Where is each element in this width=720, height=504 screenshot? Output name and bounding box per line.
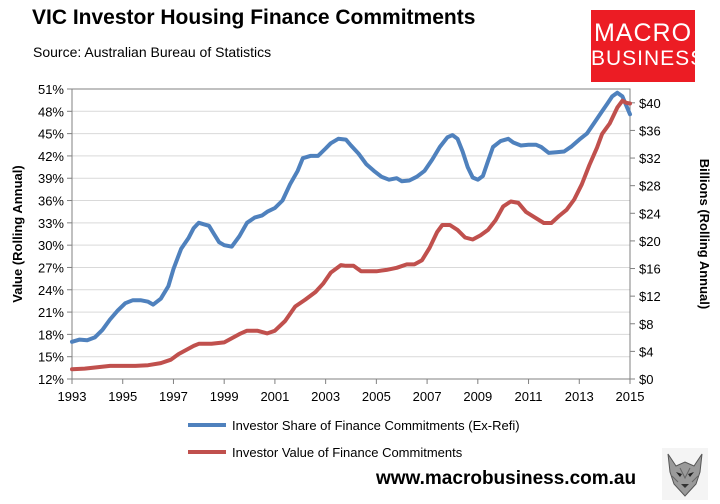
series-lines: [70, 90, 632, 372]
y-axis-right: $0 $4 $8 $12 $16 $20 $24 $28 $32 $36 $40: [630, 96, 661, 387]
y-left-tick-label: 42%: [38, 149, 64, 164]
chart-source: Source: Australian Bureau of Statistics: [33, 44, 272, 60]
y-left-tick-label: 12%: [38, 372, 64, 387]
y-left-tick-label: 15%: [38, 350, 64, 365]
y-right-tick-label: $4: [639, 344, 653, 359]
y-left-tick-label: 21%: [38, 305, 64, 320]
x-tick-label: 2001: [260, 389, 289, 404]
website-url[interactable]: www.macrobusiness.com.au: [376, 468, 637, 489]
x-tick-label: 2011: [515, 389, 543, 404]
plot-area: [71, 88, 631, 380]
y-right-tick-label: $24: [639, 206, 661, 221]
y-axis-left: 12% 15% 18% 21% 24% 27% 30% 33% 36% 39% 42% 45% 48% 5…: [38, 82, 72, 387]
y-left-tick-label: 51%: [38, 82, 64, 97]
macrobusiness-logo: MACRO BUSINESS: [591, 10, 706, 82]
y-right-tick-label: $20: [639, 234, 661, 249]
x-tick-label: 2015: [616, 389, 645, 404]
y-right-tick-label: $36: [639, 123, 661, 138]
y-right-tick-label: $12: [639, 289, 661, 304]
logo-line1: MACRO: [593, 19, 693, 47]
x-tick-label: 1999: [210, 389, 239, 404]
x-tick-label: 2007: [413, 389, 442, 404]
y-right-tick-label: $32: [639, 151, 661, 166]
x-tick-label: 1997: [159, 389, 188, 404]
y-right-tick-label: $40: [639, 96, 661, 111]
y-left-tick-label: 36%: [38, 194, 64, 209]
y-left-tick-label: 33%: [38, 216, 64, 231]
legend-label: Investor Value of Finance Commitments: [232, 445, 463, 460]
x-tick-label: 2009: [463, 389, 492, 404]
x-tick-label: 2005: [362, 389, 391, 404]
y-left-tick-label: 27%: [38, 260, 64, 275]
y-left-tick-label: 30%: [38, 238, 64, 253]
y-right-tick-label: $16: [639, 262, 661, 277]
y-axis-left-label: Value (Rolling Annual): [10, 165, 25, 302]
y-left-tick-label: 24%: [38, 283, 64, 298]
x-tick-label: 2003: [311, 389, 340, 404]
x-axis: 1993 1995 1997 1999 2001 2003 2005 2007 2009 2011…: [58, 379, 645, 404]
series-value-line: [70, 98, 632, 372]
wolf-icon: [662, 448, 708, 500]
x-tick-label: 2013: [565, 389, 594, 404]
x-tick-label: 1993: [58, 389, 87, 404]
y-right-tick-label: $8: [639, 317, 653, 332]
x-tick-label: 1995: [108, 389, 137, 404]
y-right-tick-label: $0: [639, 372, 653, 387]
y-left-tick-label: 48%: [38, 104, 64, 119]
y-axis-right-label: Billions (Rolling Annual): [697, 159, 712, 309]
legend: Investor Share of Finance Commitments (E…: [188, 418, 520, 460]
y-left-tick-label: 18%: [38, 327, 64, 342]
gridlines: [72, 88, 630, 380]
y-left-tick-label: 45%: [38, 127, 64, 142]
legend-entry-value: Investor Value of Finance Commitments: [188, 445, 463, 460]
y-right-tick-label: $28: [639, 179, 661, 194]
chart-title: VIC Investor Housing Finance Commitments: [32, 6, 476, 29]
series-share-line: [70, 90, 632, 344]
logo-line2: BUSINESS: [591, 47, 706, 70]
legend-label: Investor Share of Finance Commitments (E…: [232, 418, 520, 433]
y-left-tick-label: 39%: [38, 171, 64, 186]
legend-entry-share: Investor Share of Finance Commitments (E…: [188, 418, 520, 433]
